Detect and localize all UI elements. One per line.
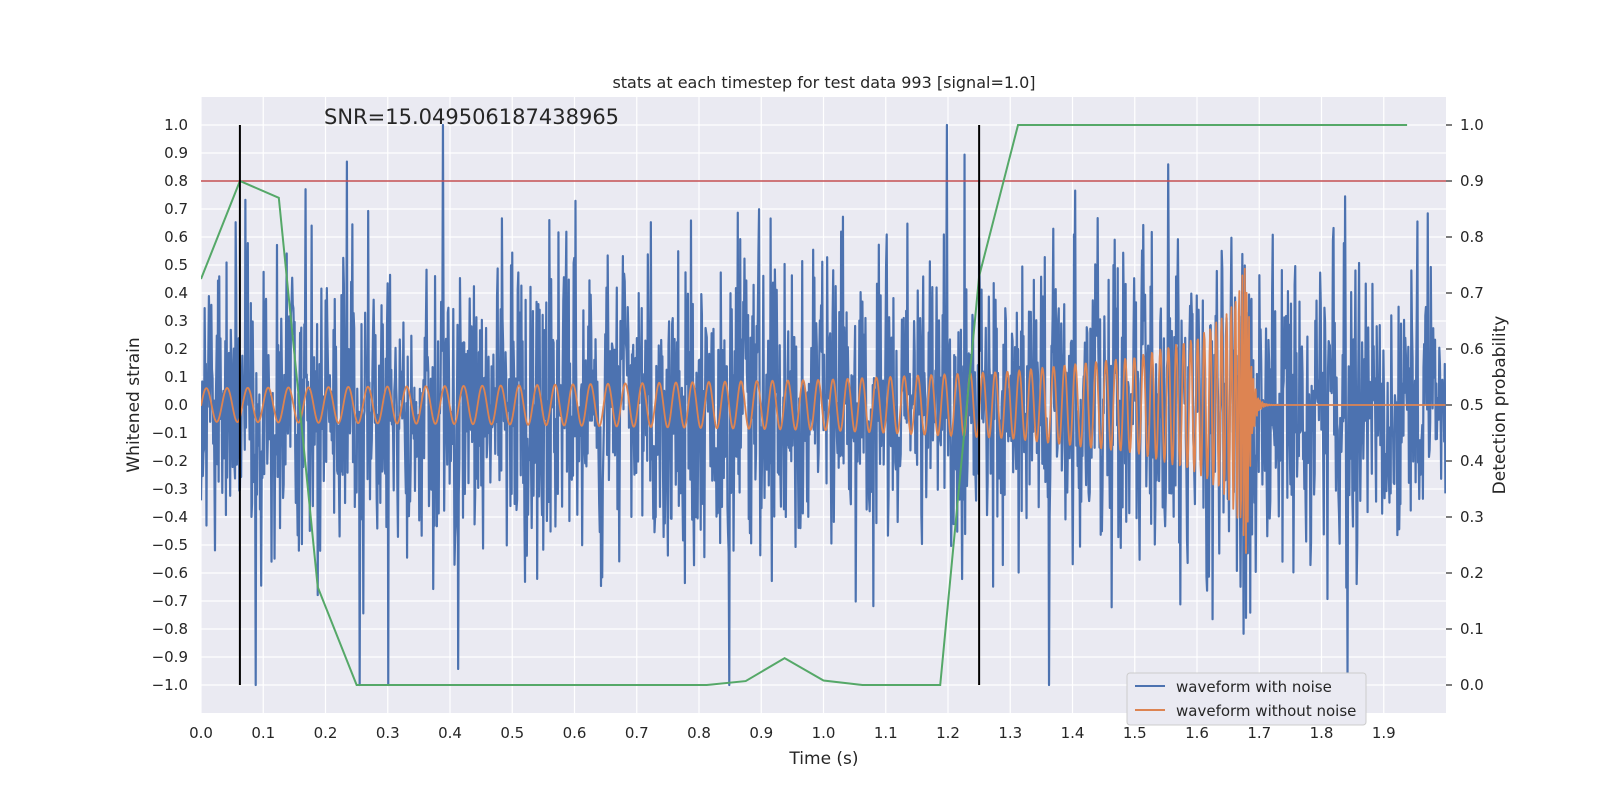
x-tick-label: 1.6 [1185, 724, 1209, 742]
y2-tick-label: 0.5 [1460, 396, 1484, 414]
y-tick-label: −0.3 [152, 480, 188, 498]
x-tick-label: 1.9 [1372, 724, 1396, 742]
x-tick-label: 1.5 [1123, 724, 1147, 742]
series-line-waveform-without-noise [201, 267, 1446, 554]
series-line-detection-probability [201, 124, 1408, 686]
x-tick-label: 0.2 [314, 724, 338, 742]
y-axis-label: Whitened strain [124, 337, 144, 472]
y2-axis-ticks: 1.0 0.9 0.8 0.7 0.6 0.5 0.4 0.3 0.2 0.1 0.0 [1446, 116, 1484, 694]
x-tick-label: 0.0 [189, 724, 213, 742]
y-tick-label: −0.1 [152, 424, 188, 442]
x-tick-label: 0.6 [563, 724, 587, 742]
y-tick-label: −0.6 [152, 564, 188, 582]
y2-tick-label: 0.7 [1460, 284, 1484, 302]
x-tick-label: 1.1 [874, 724, 898, 742]
y2-tick-label: 0.6 [1460, 340, 1484, 358]
x-tick-label: 1.0 [812, 724, 836, 742]
y-tick-label: −0.7 [152, 592, 188, 610]
x-axis-ticks: 0.0 0.1 0.2 0.3 0.4 0.5 0.6 0.7 0.8 0.9 1.0 1.1 1.2 1… [189, 724, 1396, 742]
y-tick-label: −0.9 [152, 648, 188, 666]
y-tick-label: −0.8 [152, 620, 188, 638]
legend-box [1126, 672, 1367, 726]
y-tick-label: −0.4 [152, 508, 188, 526]
x-tick-label: 0.7 [625, 724, 649, 742]
y2-tick-label: 1.0 [1460, 116, 1484, 134]
x-tick-label: 0.5 [500, 724, 524, 742]
y2-tick-label: 0.0 [1460, 676, 1484, 694]
y-tick-label: 0.5 [164, 256, 188, 274]
snr-annotation: SNR=15.049506187438965 [324, 105, 619, 129]
x-tick-label: 1.7 [1247, 724, 1271, 742]
x-tick-label: 0.3 [376, 724, 400, 742]
x-tick-label: 1.8 [1310, 724, 1334, 742]
chart-title: stats at each timestep for test data 993… [612, 73, 1035, 92]
y2-axis-label: Detection probability [1490, 316, 1510, 495]
y2-tick-label: 0.2 [1460, 564, 1484, 582]
y2-tick-label: 0.4 [1460, 452, 1484, 470]
y-tick-label: 0.3 [164, 312, 188, 330]
y-tick-label: −1.0 [152, 676, 188, 694]
y2-tick-label: 0.3 [1460, 508, 1484, 526]
y-tick-label: −0.2 [152, 452, 188, 470]
y2-tick-label: 0.9 [1460, 172, 1484, 190]
y-tick-label: 0.6 [164, 228, 188, 246]
legend-label-waveform-without-noise: waveform without noise [1176, 702, 1356, 720]
x-axis-label: Time (s) [788, 749, 858, 769]
y-tick-label: 0.1 [164, 368, 188, 386]
y-axis-ticks: 1.0 0.9 0.8 0.7 0.6 0.5 0.4 0.3 0.2 0.1 0.0 −0.1 −0.… [152, 116, 188, 694]
y-tick-label: 0.8 [164, 172, 188, 190]
x-tick-label: 0.4 [438, 724, 462, 742]
x-tick-label: 0.1 [251, 724, 275, 742]
x-tick-label: 1.4 [1061, 724, 1085, 742]
y-tick-label: 0.4 [164, 284, 188, 302]
y-tick-label: −0.5 [152, 536, 188, 554]
x-tick-label: 1.2 [936, 724, 960, 742]
y2-tick-label: 0.8 [1460, 228, 1484, 246]
legend: waveform with noise waveform without noi… [1126, 672, 1367, 726]
x-tick-label: 1.3 [998, 724, 1022, 742]
y-tick-label: 0.2 [164, 340, 188, 358]
y2-tick-label: 0.1 [1460, 620, 1484, 638]
y-tick-label: 0.7 [164, 200, 188, 218]
y-tick-label: 0.0 [164, 396, 188, 414]
x-tick-label: 0.9 [749, 724, 773, 742]
x-tick-label: 0.8 [687, 724, 711, 742]
y-tick-label: 0.9 [164, 144, 188, 162]
legend-label-waveform-with-noise: waveform with noise [1176, 678, 1332, 696]
y-tick-label: 1.0 [164, 116, 188, 134]
